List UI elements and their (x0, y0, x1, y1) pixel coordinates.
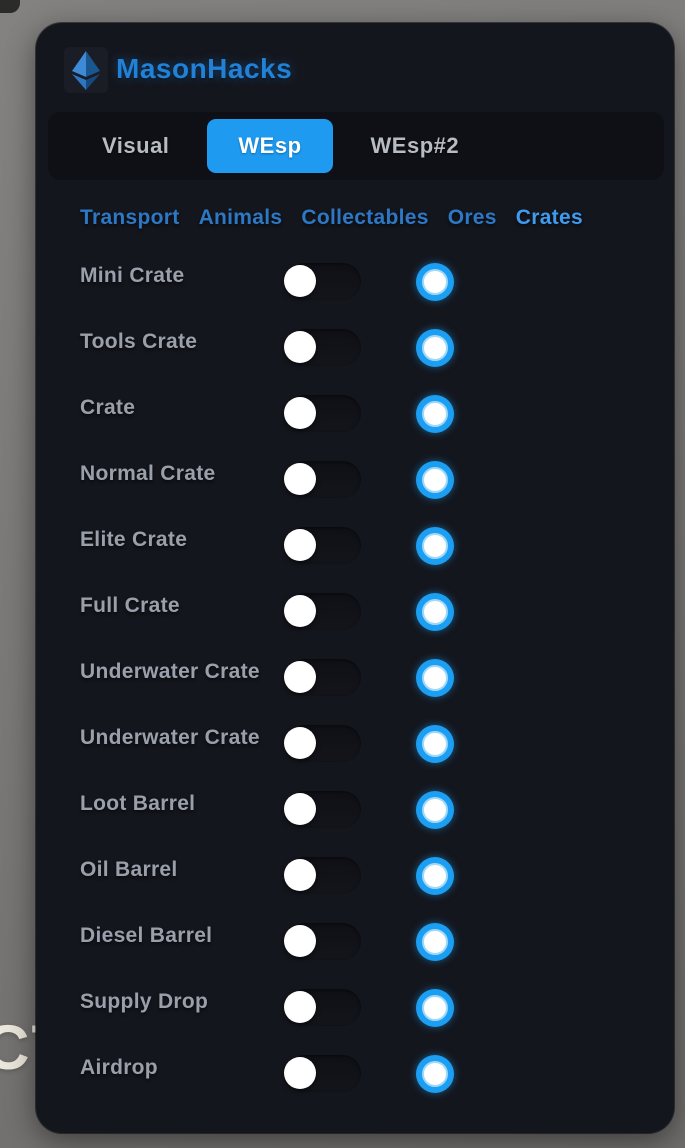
toggle-switch[interactable] (284, 989, 361, 1026)
list-item: Normal Crate (80, 447, 674, 513)
item-label: Full Crate (80, 594, 180, 617)
color-picker[interactable] (416, 923, 454, 961)
color-picker[interactable] (416, 395, 454, 433)
color-picker-core (422, 929, 448, 955)
item-label: Airdrop (80, 1056, 158, 1079)
toggle-switch[interactable] (284, 395, 361, 432)
color-picker-core (422, 797, 448, 823)
color-picker-core (422, 863, 448, 889)
toggle-switch[interactable] (284, 461, 361, 498)
list-item: Elite Crate (80, 513, 674, 579)
list-item: Supply Drop (80, 975, 674, 1041)
toggle-switch[interactable] (284, 791, 361, 828)
cheat-menu-panel: MasonHacks Visual WEsp WEsp#2 Transport Ani… (36, 23, 674, 1133)
list-item: Tools Crate (80, 315, 674, 381)
toggle-knob (284, 331, 316, 363)
color-picker[interactable] (416, 527, 454, 565)
toggle-switch[interactable] (284, 263, 361, 300)
tab[interactable]: Visual (102, 133, 170, 158)
list-item: Underwater Crate (80, 711, 674, 777)
toggle-switch[interactable] (284, 1055, 361, 1092)
color-picker[interactable] (416, 263, 454, 301)
app-title: MasonHacks (116, 53, 293, 84)
toggle-knob (284, 397, 316, 429)
color-picker-core (422, 401, 448, 427)
color-picker-core (422, 995, 448, 1021)
toggle-knob (284, 727, 316, 759)
toggle-switch[interactable] (284, 593, 361, 630)
list-item: Underwater Crate (80, 645, 674, 711)
toggle-knob (284, 859, 316, 891)
list-item: Diesel Barrel (80, 909, 674, 975)
toggle-knob (284, 991, 316, 1023)
background-window-corner (0, 0, 20, 13)
item-label: Tools Crate (80, 330, 198, 353)
color-picker[interactable] (416, 659, 454, 697)
list-item: Oil Barrel (80, 843, 674, 909)
toggle-switch[interactable] (284, 923, 361, 960)
list-item: Crate (80, 381, 674, 447)
toggle-switch[interactable] (284, 527, 361, 564)
list-item: Airdrop (80, 1041, 674, 1107)
item-label: Underwater Crate (80, 660, 260, 683)
color-picker-core (422, 599, 448, 625)
color-picker[interactable] (416, 329, 454, 367)
tab-bar: Visual WEsp WEsp#2 (48, 112, 664, 180)
list-item: Mini Crate (80, 249, 674, 315)
list-item: Full Crate (80, 579, 674, 645)
item-label: Diesel Barrel (80, 924, 213, 947)
item-label: Elite Crate (80, 528, 188, 551)
toggle-knob (284, 793, 316, 825)
subtab[interactable]: Transport (80, 206, 180, 229)
subtab[interactable]: Crates (515, 206, 583, 229)
color-picker[interactable] (416, 1055, 454, 1093)
color-picker[interactable] (416, 857, 454, 895)
color-picker-core (422, 665, 448, 691)
toggle-knob (284, 1057, 316, 1089)
subtab-bar: Transport Animals Collectables Ores Crates (80, 205, 583, 231)
toggle-knob (284, 595, 316, 627)
color-picker-core (422, 335, 448, 361)
item-label: Underwater Crate (80, 726, 260, 749)
toggle-knob (284, 529, 316, 561)
toggle-switch[interactable] (284, 725, 361, 762)
item-label: Normal Crate (80, 462, 216, 485)
color-picker[interactable] (416, 593, 454, 631)
item-label: Supply Drop (80, 990, 209, 1013)
color-picker[interactable] (416, 989, 454, 1027)
item-list: Mini Crate Tools Crate Crate (80, 249, 674, 1107)
diamond-logo-icon (72, 51, 100, 90)
item-label: Crate (80, 396, 136, 419)
toggle-switch[interactable] (284, 659, 361, 696)
item-label: Loot Barrel (80, 792, 196, 815)
toggle-knob (284, 661, 316, 693)
color-picker[interactable] (416, 725, 454, 763)
toggle-switch[interactable] (284, 857, 361, 894)
subtab[interactable]: Ores (447, 206, 497, 229)
tab[interactable]: WEsp#2 (370, 133, 460, 158)
subtab[interactable]: Animals (198, 206, 283, 229)
list-item: Loot Barrel (80, 777, 674, 843)
color-picker-core (422, 533, 448, 559)
toggle-knob (284, 925, 316, 957)
item-label: Mini Crate (80, 264, 185, 287)
color-picker[interactable] (416, 461, 454, 499)
toggle-knob (284, 265, 316, 297)
toggle-knob (284, 463, 316, 495)
color-picker-core (422, 731, 448, 757)
subtab[interactable]: Collectables (301, 206, 429, 229)
logo-container (64, 47, 108, 93)
color-picker[interactable] (416, 791, 454, 829)
tab[interactable]: WEsp (207, 119, 333, 173)
toggle-switch[interactable] (284, 329, 361, 366)
color-picker-core (422, 1061, 448, 1087)
color-picker-core (422, 467, 448, 493)
item-label: Oil Barrel (80, 858, 178, 881)
color-picker-core (422, 269, 448, 295)
